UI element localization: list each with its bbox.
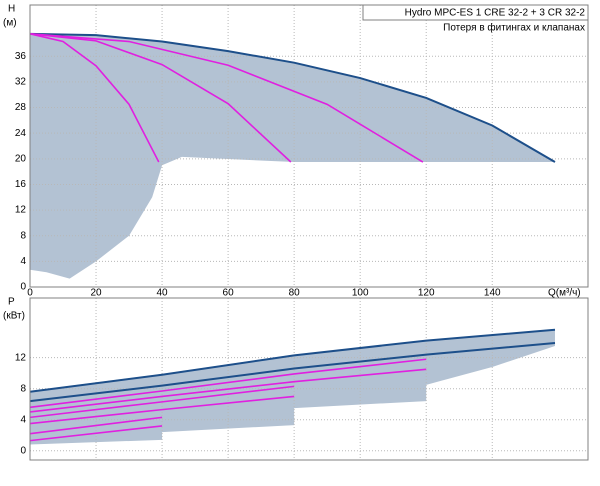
y-tick-label: 4 <box>20 414 26 425</box>
y-tick-label: 12 <box>15 352 27 363</box>
curve <box>29 425 163 442</box>
legend-title: Hydro MPC-ES 1 CRE 32-2 + 3 CR 32-2 <box>405 8 586 19</box>
curve <box>29 395 295 425</box>
x-tick-label: 120 <box>418 288 435 299</box>
y-tick-label: 28 <box>15 102 27 113</box>
curve <box>29 416 163 435</box>
plot-frame <box>29 297 589 461</box>
x-tick-label: 80 <box>289 288 301 299</box>
x-tick-label: 20 <box>90 288 102 299</box>
plot-frame <box>29 4 589 288</box>
curve <box>29 33 160 163</box>
curve <box>29 368 427 413</box>
y-tick-label: 0 <box>20 282 26 293</box>
x-tick-label: 0 <box>27 288 33 299</box>
legend-box <box>362 4 589 21</box>
curve <box>29 33 292 163</box>
y-tick-label: 12 <box>15 205 27 216</box>
y-axis-label: H <box>8 4 15 15</box>
x-tick-label: 40 <box>157 288 169 299</box>
y-tick-label: 36 <box>15 51 27 62</box>
y-tick-label: 0 <box>20 445 26 456</box>
y-tick-label: 8 <box>20 383 26 394</box>
curve <box>29 328 556 393</box>
x-axis-label: Q(м³/ч) <box>548 288 581 299</box>
y-tick-label: 20 <box>15 153 27 164</box>
y-axis-label: P <box>8 297 15 308</box>
y-tick-label: 16 <box>15 179 27 190</box>
curve <box>29 32 556 163</box>
operating-area <box>30 33 555 279</box>
x-tick-label: 100 <box>352 288 369 299</box>
curve <box>29 33 424 163</box>
y-tick-label: 32 <box>15 77 27 88</box>
y-axis-unit: (м) <box>3 18 17 29</box>
y-axis-unit: (кВт) <box>3 311 25 322</box>
curve <box>29 385 295 419</box>
y-tick-label: 8 <box>20 230 26 241</box>
x-tick-label: 60 <box>223 288 235 299</box>
y-tick-label: 24 <box>15 128 27 139</box>
curve <box>29 341 556 403</box>
curve <box>29 358 427 409</box>
y-tick-label: 4 <box>20 256 26 267</box>
x-tick-label: 140 <box>484 288 501 299</box>
legend-note: Потеря в фитингах и клапанах <box>443 22 585 34</box>
